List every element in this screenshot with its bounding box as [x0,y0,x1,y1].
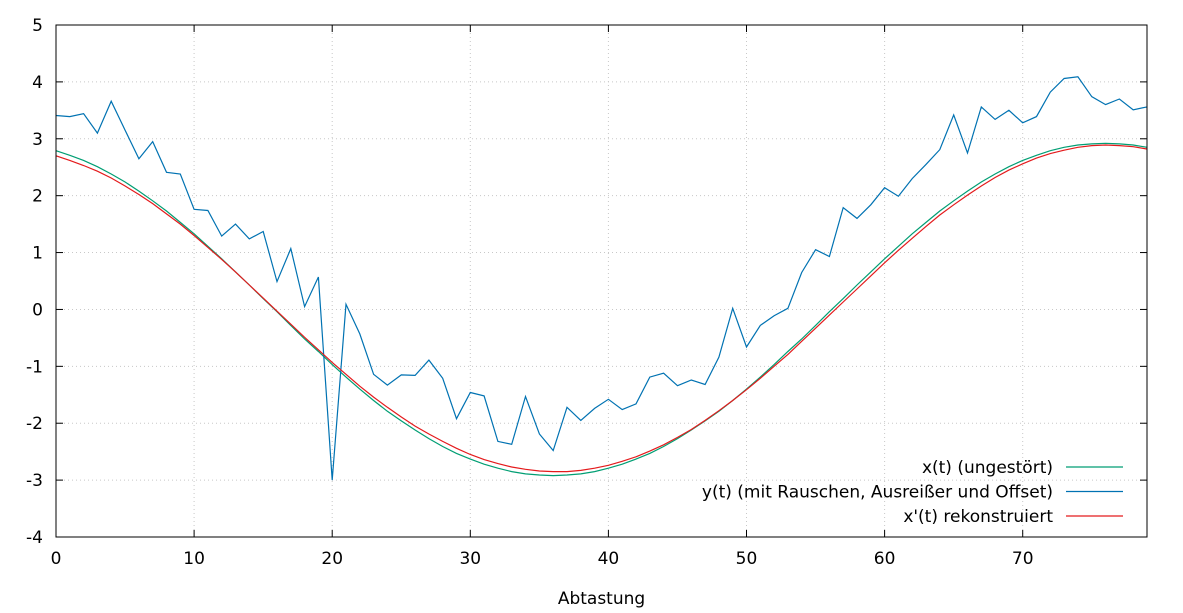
x-tick-label: 50 [736,549,758,569]
series-line-2 [55,144,1148,473]
y-tick-label: -1 [26,357,43,377]
y-tick-label: 0 [32,300,43,320]
plot-frame [55,24,1148,538]
y-tick-label: 2 [32,187,43,207]
series-line-1 [55,76,1148,481]
legend-label-2: x'(t) rekonstruiert [903,507,1053,527]
y-tick-label: -3 [26,471,43,491]
series-lines [55,76,1148,481]
x-tick-label: 70 [1012,549,1034,569]
y-tick-label: 3 [32,130,43,150]
y-tick-label: 4 [32,73,43,93]
y-tick-label: -2 [26,414,43,434]
series-line-0 [55,142,1148,477]
grid [56,25,1147,537]
axis-ticks: 0 10 20 30 40 50 60 70 -4 -3 -2 -1 0 1 2 3 4 5 [26,16,1147,569]
x-tick-label: 60 [874,549,896,569]
x-tick-label: 0 [51,549,62,569]
legend-label-0: x(t) (ungestört) [922,458,1053,478]
y-tick-label: -4 [26,528,43,548]
y-tick-label: 1 [32,244,43,264]
x-tick-label: 40 [598,549,620,569]
legend: x(t) (ungestört) y(t) (mit Rauschen, Ausr… [702,458,1123,527]
x-tick-label: 20 [321,549,343,569]
x-tick-label: 30 [459,549,481,569]
x-axis-label: Abtastung [558,589,645,609]
legend-label-1: y(t) (mit Rauschen, Ausreißer und Offset… [702,483,1053,503]
x-tick-label: 10 [183,549,205,569]
y-tick-label: 5 [32,16,43,36]
